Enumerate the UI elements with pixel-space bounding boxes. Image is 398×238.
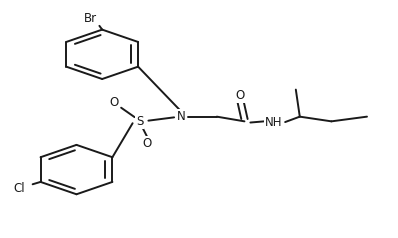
Text: Cl: Cl bbox=[13, 183, 25, 195]
Text: NH: NH bbox=[265, 116, 283, 129]
Text: O: O bbox=[236, 89, 245, 102]
Text: O: O bbox=[142, 137, 152, 150]
Text: O: O bbox=[109, 96, 119, 109]
Text: Br: Br bbox=[84, 12, 97, 25]
Text: N: N bbox=[177, 110, 185, 123]
Text: S: S bbox=[136, 115, 143, 128]
